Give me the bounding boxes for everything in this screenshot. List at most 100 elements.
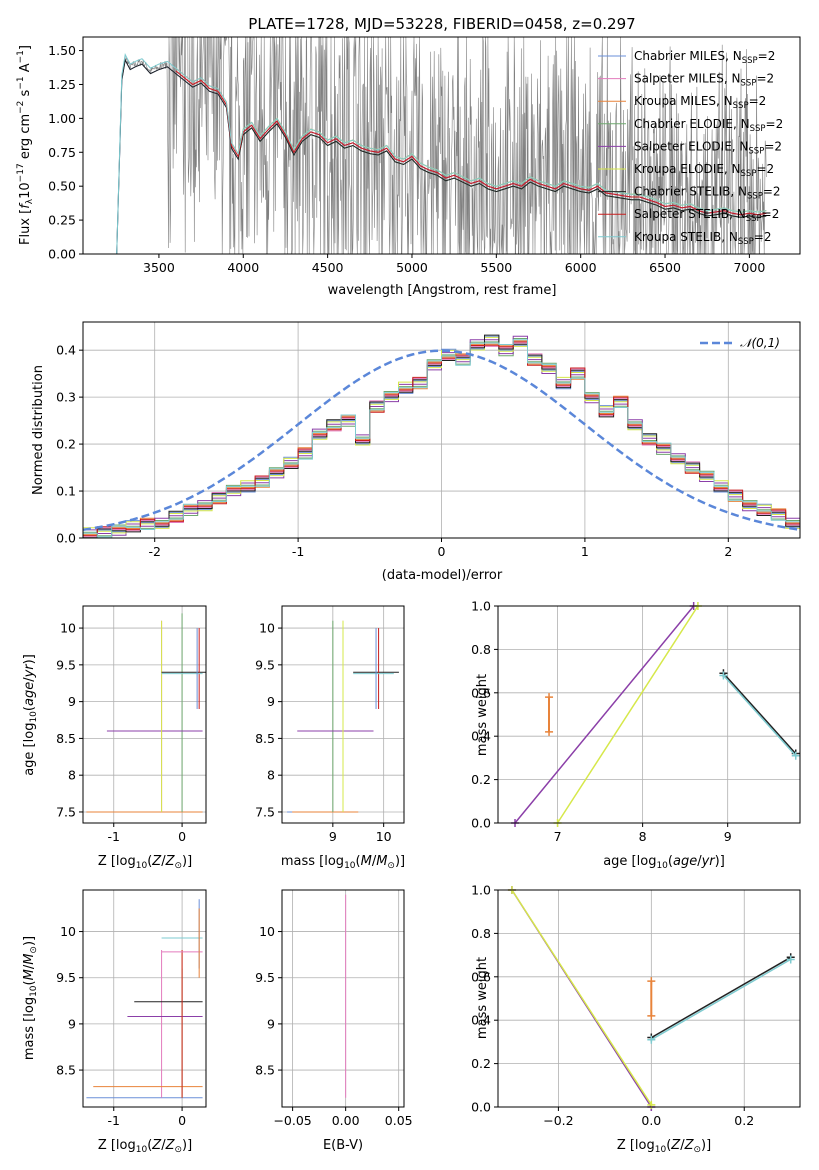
x-tick-label: 3500 bbox=[143, 260, 175, 275]
residual-histogram-panel: -2 -1 0 1 2 0.0 0.1 0.2 0.3 0.4 𝒩(0,1) (data-mode… bbox=[31, 321, 801, 583]
weight-Z-ylabel: mass weight bbox=[475, 957, 490, 1039]
weight-age-ylabel: mass weight bbox=[475, 674, 490, 756]
weight-age-xlabel: age [log10(age/yr)] bbox=[603, 854, 725, 871]
weight-series-4 bbox=[722, 674, 797, 757]
legend-label-1: Chabrier MILES, NSSP=2 bbox=[634, 49, 775, 66]
y-tick-label: 0.2 bbox=[56, 437, 76, 452]
x-tick-label: 7 bbox=[554, 829, 562, 844]
y-tick-label: 8.5 bbox=[56, 1063, 76, 1078]
residual-frame bbox=[82, 321, 801, 539]
observed-spectrum-line bbox=[83, 36, 767, 255]
weight-vs-age-panel: 7 8 9 0.0 0.2 0.4 0.6 0.8 1.0 bbox=[471, 599, 801, 844]
y-tick-label: 9 bbox=[267, 1016, 275, 1031]
weight-series-1 bbox=[514, 605, 695, 824]
y-tick-label: 0.2 bbox=[471, 772, 491, 787]
ebv-axis-label: E(B-V) bbox=[323, 1138, 363, 1153]
x-tick-label: -1 bbox=[292, 544, 304, 559]
age-axis-label: age [log10(age/yr)] bbox=[22, 654, 39, 776]
metallicity-axis-label-bottom: Z [log10(Z/Z⊙)] bbox=[98, 1138, 192, 1155]
y-tick-label: 8.5 bbox=[56, 731, 76, 746]
spectrum-legend: Chabrier MILES, NSSP=2 Salpeter MILES, NS… bbox=[598, 49, 783, 247]
weight-series-2 bbox=[556, 605, 699, 824]
x-tick-label: 9 bbox=[724, 829, 732, 844]
spectrum-xlabel: wavelength [Angstrom, rest frame] bbox=[328, 283, 557, 298]
y-tick-label: 1.0 bbox=[471, 883, 491, 898]
model-curve-7 bbox=[83, 58, 767, 255]
y-tick-label: 8 bbox=[267, 768, 275, 783]
mass-vs-extinction-panel: −0.05 0.00 0.05 8.5 9 9.5 10 bbox=[255, 889, 413, 1128]
y-tick-label: 0.0 bbox=[471, 1100, 491, 1115]
x-tick-label: -2 bbox=[148, 544, 160, 559]
residual-xlabel: (data-model)/error bbox=[382, 568, 503, 583]
y-tick-label: 0.25 bbox=[48, 213, 76, 228]
x-tick-label: 5500 bbox=[480, 260, 512, 275]
y-tick-label: 9 bbox=[267, 694, 275, 709]
y-tick-label: 0.1 bbox=[56, 484, 76, 499]
y-tick-label: 0.50 bbox=[48, 179, 76, 194]
x-tick-label: 0 bbox=[178, 829, 186, 844]
x-tick-label: 0.00 bbox=[332, 1113, 360, 1128]
y-tick-label: 0.4 bbox=[471, 729, 491, 744]
spectrum-observed-flux bbox=[83, 36, 767, 255]
residual-histograms bbox=[83, 334, 800, 539]
panel-frame bbox=[82, 605, 207, 824]
x-tick-label: 0.2 bbox=[734, 1113, 754, 1128]
panel-frame bbox=[497, 889, 801, 1108]
weight-marker bbox=[791, 751, 800, 760]
x-tick-label: 0 bbox=[178, 1113, 186, 1128]
panel-frame bbox=[281, 889, 405, 1108]
spectrum-frame bbox=[82, 36, 801, 255]
x-tick-label: 7000 bbox=[733, 260, 765, 275]
mass-axis-label-left: mass [log10(M/M⊙)] bbox=[22, 936, 39, 1060]
weight-Z-xlabel: Z [log10(Z/Z⊙)] bbox=[617, 1138, 711, 1155]
metallicity-axis-label-top: Z [log10(Z/Z⊙)] bbox=[98, 854, 192, 871]
legend-label-8: Salpeter STELIB, NSSP=2 bbox=[634, 207, 779, 224]
y-tick-label: 9.5 bbox=[255, 970, 275, 985]
x-tick-label: 8 bbox=[639, 829, 647, 844]
legend-label-4: Chabrier ELODIE, NSSP=2 bbox=[634, 117, 783, 134]
gaussian-legend-label: 𝒩(0,1) bbox=[740, 336, 780, 350]
legend-label-7: Chabrier STELIB, NSSP=2 bbox=[634, 185, 781, 202]
x-tick-label: 1 bbox=[581, 544, 589, 559]
weight-series-2 bbox=[511, 889, 652, 1106]
y-tick-label: 7.5 bbox=[255, 804, 275, 819]
legend-label-3: Kroupa MILES, NSSP=2 bbox=[634, 94, 766, 111]
y-tick-label: 0.4 bbox=[56, 343, 76, 358]
x-tick-label: 5000 bbox=[396, 260, 428, 275]
x-tick-label: -1 bbox=[108, 1113, 120, 1128]
residual-ylabel: Normed distribution bbox=[31, 365, 46, 495]
weight-marker bbox=[545, 727, 554, 736]
weight-vs-metallicity-panel: −0.2 0.0 0.2 0.0 0.2 0.4 0.6 0.8 1.0 bbox=[471, 883, 801, 1128]
y-tick-label: 0.4 bbox=[471, 1013, 491, 1028]
y-tick-label: 0.8 bbox=[471, 642, 491, 657]
x-tick-label: 9 bbox=[329, 829, 337, 844]
y-tick-label: 9.5 bbox=[56, 657, 76, 672]
y-tick-label: 1.25 bbox=[48, 77, 76, 92]
spectrum-ticks: 3500 4000 4500 5000 5500 6000 6500 7000 0.00 0.25… bbox=[48, 43, 765, 275]
model-curve-8 bbox=[175, 70, 767, 216]
weight-marker bbox=[545, 693, 554, 702]
x-tick-label: 0.05 bbox=[385, 1113, 413, 1128]
y-tick-label: 0.3 bbox=[56, 390, 76, 405]
y-tick-label: 8.5 bbox=[255, 731, 275, 746]
weight-series-3 bbox=[722, 672, 797, 755]
weight-marker bbox=[786, 955, 795, 964]
spectrum-model-curves bbox=[83, 53, 767, 255]
residual-hist-9 bbox=[83, 339, 800, 538]
y-tick-label: 0.75 bbox=[48, 145, 76, 160]
weight-marker bbox=[647, 977, 656, 986]
y-tick-label: 1.0 bbox=[471, 599, 491, 614]
x-tick-label: 4500 bbox=[312, 260, 344, 275]
legend-label-2: Salpeter MILES, NSSP=2 bbox=[634, 72, 774, 89]
panel-frame bbox=[281, 605, 405, 824]
legend-label-9: Kroupa STELIB, NSSP=2 bbox=[634, 230, 772, 247]
x-tick-label: 4000 bbox=[227, 260, 259, 275]
x-tick-label: −0.2 bbox=[543, 1113, 573, 1128]
spectrum-ylabel: Flux [fλ10−17 erg cm−2 s−1 A−1] bbox=[16, 45, 35, 245]
model-curve-9 bbox=[83, 53, 767, 255]
mass-axis-label: mass [log10(M/M⊙)] bbox=[281, 854, 405, 871]
figure-title: PLATE=1728, MJD=53228, FIBERID=0458, z=0… bbox=[248, 15, 635, 33]
y-tick-label: 1.00 bbox=[48, 111, 76, 126]
weight-series-3 bbox=[650, 956, 792, 1039]
